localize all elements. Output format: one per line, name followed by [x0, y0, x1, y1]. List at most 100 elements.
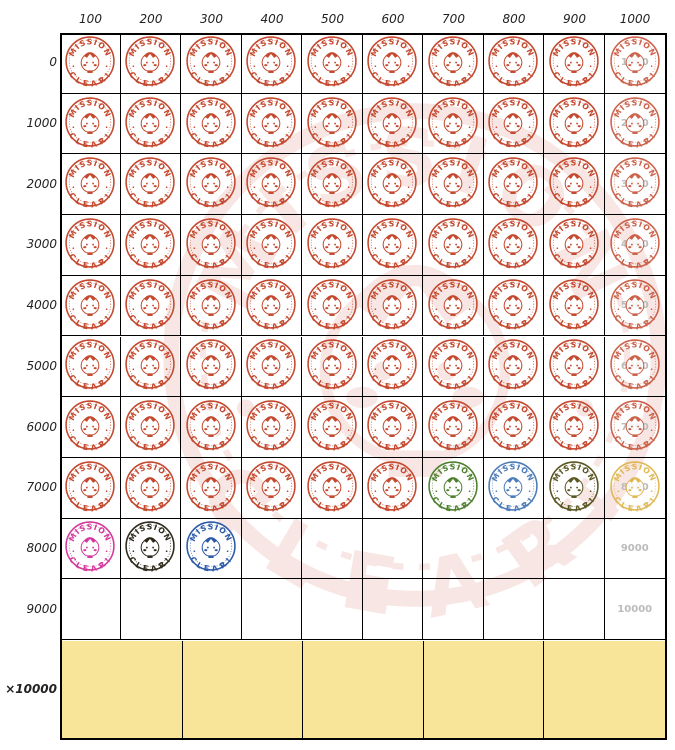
stamp-red-icon: MISSION CLEAR!: [366, 156, 418, 212]
stamp-cell: MISSION CLEAR!: [483, 33, 544, 94]
stamp-cell: MISSION CLEAR!: [241, 154, 302, 216]
stamp-red-icon: MISSION CLEAR!: [427, 156, 479, 212]
stamp-cell: MISSION CLEAR!: [423, 93, 484, 155]
stamp-cell: MISSION CLEAR!: [302, 154, 363, 216]
stamp-red-icon: MISSION CLEAR!: [366, 35, 418, 91]
stamp-cell: MISSION CLEAR!: [302, 336, 363, 398]
stamp-red-icon: MISSION CLEAR!: [427, 278, 479, 334]
stamp-red-icon: MISSION CLEAR!: [124, 35, 176, 91]
bonus-cell: [423, 641, 545, 738]
stamp-red-icon: MISSION CLEAR!: [245, 399, 297, 455]
stamp-cell: [60, 579, 121, 640]
stamp-cell: MISSION CLEAR!: [241, 397, 302, 458]
stamp-cell: 2000 MISSION CLEAR!: [604, 94, 665, 155]
stamp-red-icon: MISSION CLEAR!: [427, 399, 479, 455]
stamp-red-icon: MISSION CLEAR!: [548, 399, 600, 455]
stamp-cell: MISSION CLEAR!: [362, 457, 423, 519]
stamp-cell: MISSION CLEAR!: [483, 215, 544, 276]
stamp-red-icon: MISSION CLEAR!: [487, 96, 539, 152]
stamp-red-icon: MISSION CLEAR!: [124, 217, 176, 273]
stamp-cell: MISSION CLEAR!: [544, 93, 605, 155]
stamp-red-icon: MISSION CLEAR!: [185, 217, 237, 273]
stamp-cell: MISSION CLEAR!: [483, 154, 544, 216]
stamp-magenta-icon: MISSION CLEAR!: [64, 520, 116, 576]
bonus-row-label: ×10000: [5, 682, 57, 696]
row-header: 2000: [26, 176, 57, 191]
stamp-red-icon: MISSION CLEAR!: [609, 96, 661, 152]
stamp-cell: MISSION CLEAR!: [544, 33, 605, 94]
stamp-cell: MISSION CLEAR!: [483, 275, 544, 337]
stamp-red-icon: MISSION CLEAR!: [609, 399, 661, 455]
row-header: 4000: [26, 298, 57, 313]
stamp-cell: [483, 579, 544, 640]
stamp-red-icon: MISSION CLEAR!: [245, 460, 297, 516]
stamp-cell: MISSION CLEAR!: [241, 93, 302, 155]
stamp-cell: MISSION CLEAR!: [60, 518, 121, 580]
stamp-red-icon: MISSION CLEAR!: [124, 278, 176, 334]
stamp-red-icon: MISSION CLEAR!: [245, 217, 297, 273]
stamp-red-icon: MISSION CLEAR!: [306, 399, 358, 455]
stamp-red-icon: MISSION CLEAR!: [609, 156, 661, 212]
stamp-red-icon: MISSION CLEAR!: [487, 156, 539, 212]
stamp-red-icon: MISSION CLEAR!: [427, 217, 479, 273]
stamp-cell: MISSION CLEAR!: [483, 457, 544, 519]
stamp-cell: MISSION CLEAR!: [423, 397, 484, 458]
stamp-cell: MISSION CLEAR!: [544, 457, 605, 519]
stamp-cell: MISSION CLEAR!: [60, 457, 121, 519]
stamp-cell: MISSION CLEAR!: [302, 33, 363, 94]
stamp-blue-icon: MISSION CLEAR!: [185, 520, 237, 576]
stamp-gold-icon: MISSION CLEAR!: [609, 460, 661, 516]
stamp-cell: MISSION CLEAR!: [181, 336, 242, 398]
stamp-red-icon: MISSION CLEAR!: [306, 460, 358, 516]
column-header: 600: [381, 12, 405, 26]
stamp-cell: [241, 579, 302, 640]
stamp-cell: 6000 MISSION CLEAR!: [604, 337, 665, 398]
stamp-cell: 3000 MISSION CLEAR!: [604, 154, 665, 216]
stamp-cell: MISSION CLEAR!: [423, 215, 484, 276]
stamp-cell: MISSION CLEAR!: [241, 457, 302, 519]
stamp-cell: MISSION CLEAR!: [60, 154, 121, 216]
stamp-cell: MISSION CLEAR!: [423, 33, 484, 94]
stamp-red-icon: MISSION CLEAR!: [487, 35, 539, 91]
stamp-olive-icon: MISSION CLEAR!: [548, 460, 600, 516]
milestone-value: 9000: [620, 542, 649, 554]
stamp-cell: MISSION CLEAR!: [302, 93, 363, 155]
stamp-cell: [544, 579, 605, 640]
stamp-cell: MISSION CLEAR!: [120, 33, 181, 94]
stamp-cell: [241, 518, 302, 580]
column-header: 1000: [619, 12, 651, 26]
stamp-cell: [362, 579, 423, 640]
stamp-red-icon: MISSION CLEAR!: [548, 338, 600, 394]
stamp-red-icon: MISSION CLEAR!: [366, 460, 418, 516]
stamp-card-grid: MISSION CLEAR! MISSION CLEAR! MISSION CL…: [60, 33, 667, 740]
stamp-cell: MISSION CLEAR!: [181, 518, 242, 580]
stamp-cell: MISSION CLEAR!: [181, 33, 242, 94]
stamp-red-icon: MISSION CLEAR!: [64, 460, 116, 516]
row-header: 5000: [26, 358, 57, 373]
stamp-cell: MISSION CLEAR!: [544, 336, 605, 398]
stamp-cell: MISSION CLEAR!: [302, 457, 363, 519]
stamp-cell: MISSION CLEAR!: [60, 336, 121, 398]
stamp-cell: MISSION CLEAR!: [302, 215, 363, 276]
stamp-red-icon: MISSION CLEAR!: [124, 96, 176, 152]
stamp-red-icon: MISSION CLEAR!: [487, 278, 539, 334]
stamp-black-icon: MISSION CLEAR!: [124, 520, 176, 576]
stamp-cell: MISSION CLEAR!: [362, 93, 423, 155]
stamp-red-icon: MISSION CLEAR!: [185, 399, 237, 455]
stamp-red-icon: MISSION CLEAR!: [64, 156, 116, 212]
stamp-cell: 7000 MISSION CLEAR!: [604, 397, 665, 458]
row-header: 0: [49, 55, 57, 70]
row-header: 3000: [26, 237, 57, 252]
stamp-red-icon: MISSION CLEAR!: [609, 35, 661, 91]
stamp-red-icon: MISSION CLEAR!: [306, 217, 358, 273]
stamp-lightblue-icon: MISSION CLEAR!: [487, 460, 539, 516]
bonus-cell: [182, 641, 304, 738]
column-header: 700: [442, 12, 465, 26]
stamp-cell: MISSION CLEAR!: [362, 336, 423, 398]
row-header: 8000: [26, 540, 57, 555]
bonus-cell: [62, 641, 183, 738]
stamp-cell: MISSION CLEAR!: [181, 397, 242, 458]
stamp-cell: MISSION CLEAR!: [120, 397, 181, 458]
bonus-cell: [544, 641, 665, 738]
stamp-red-icon: MISSION CLEAR!: [64, 338, 116, 394]
